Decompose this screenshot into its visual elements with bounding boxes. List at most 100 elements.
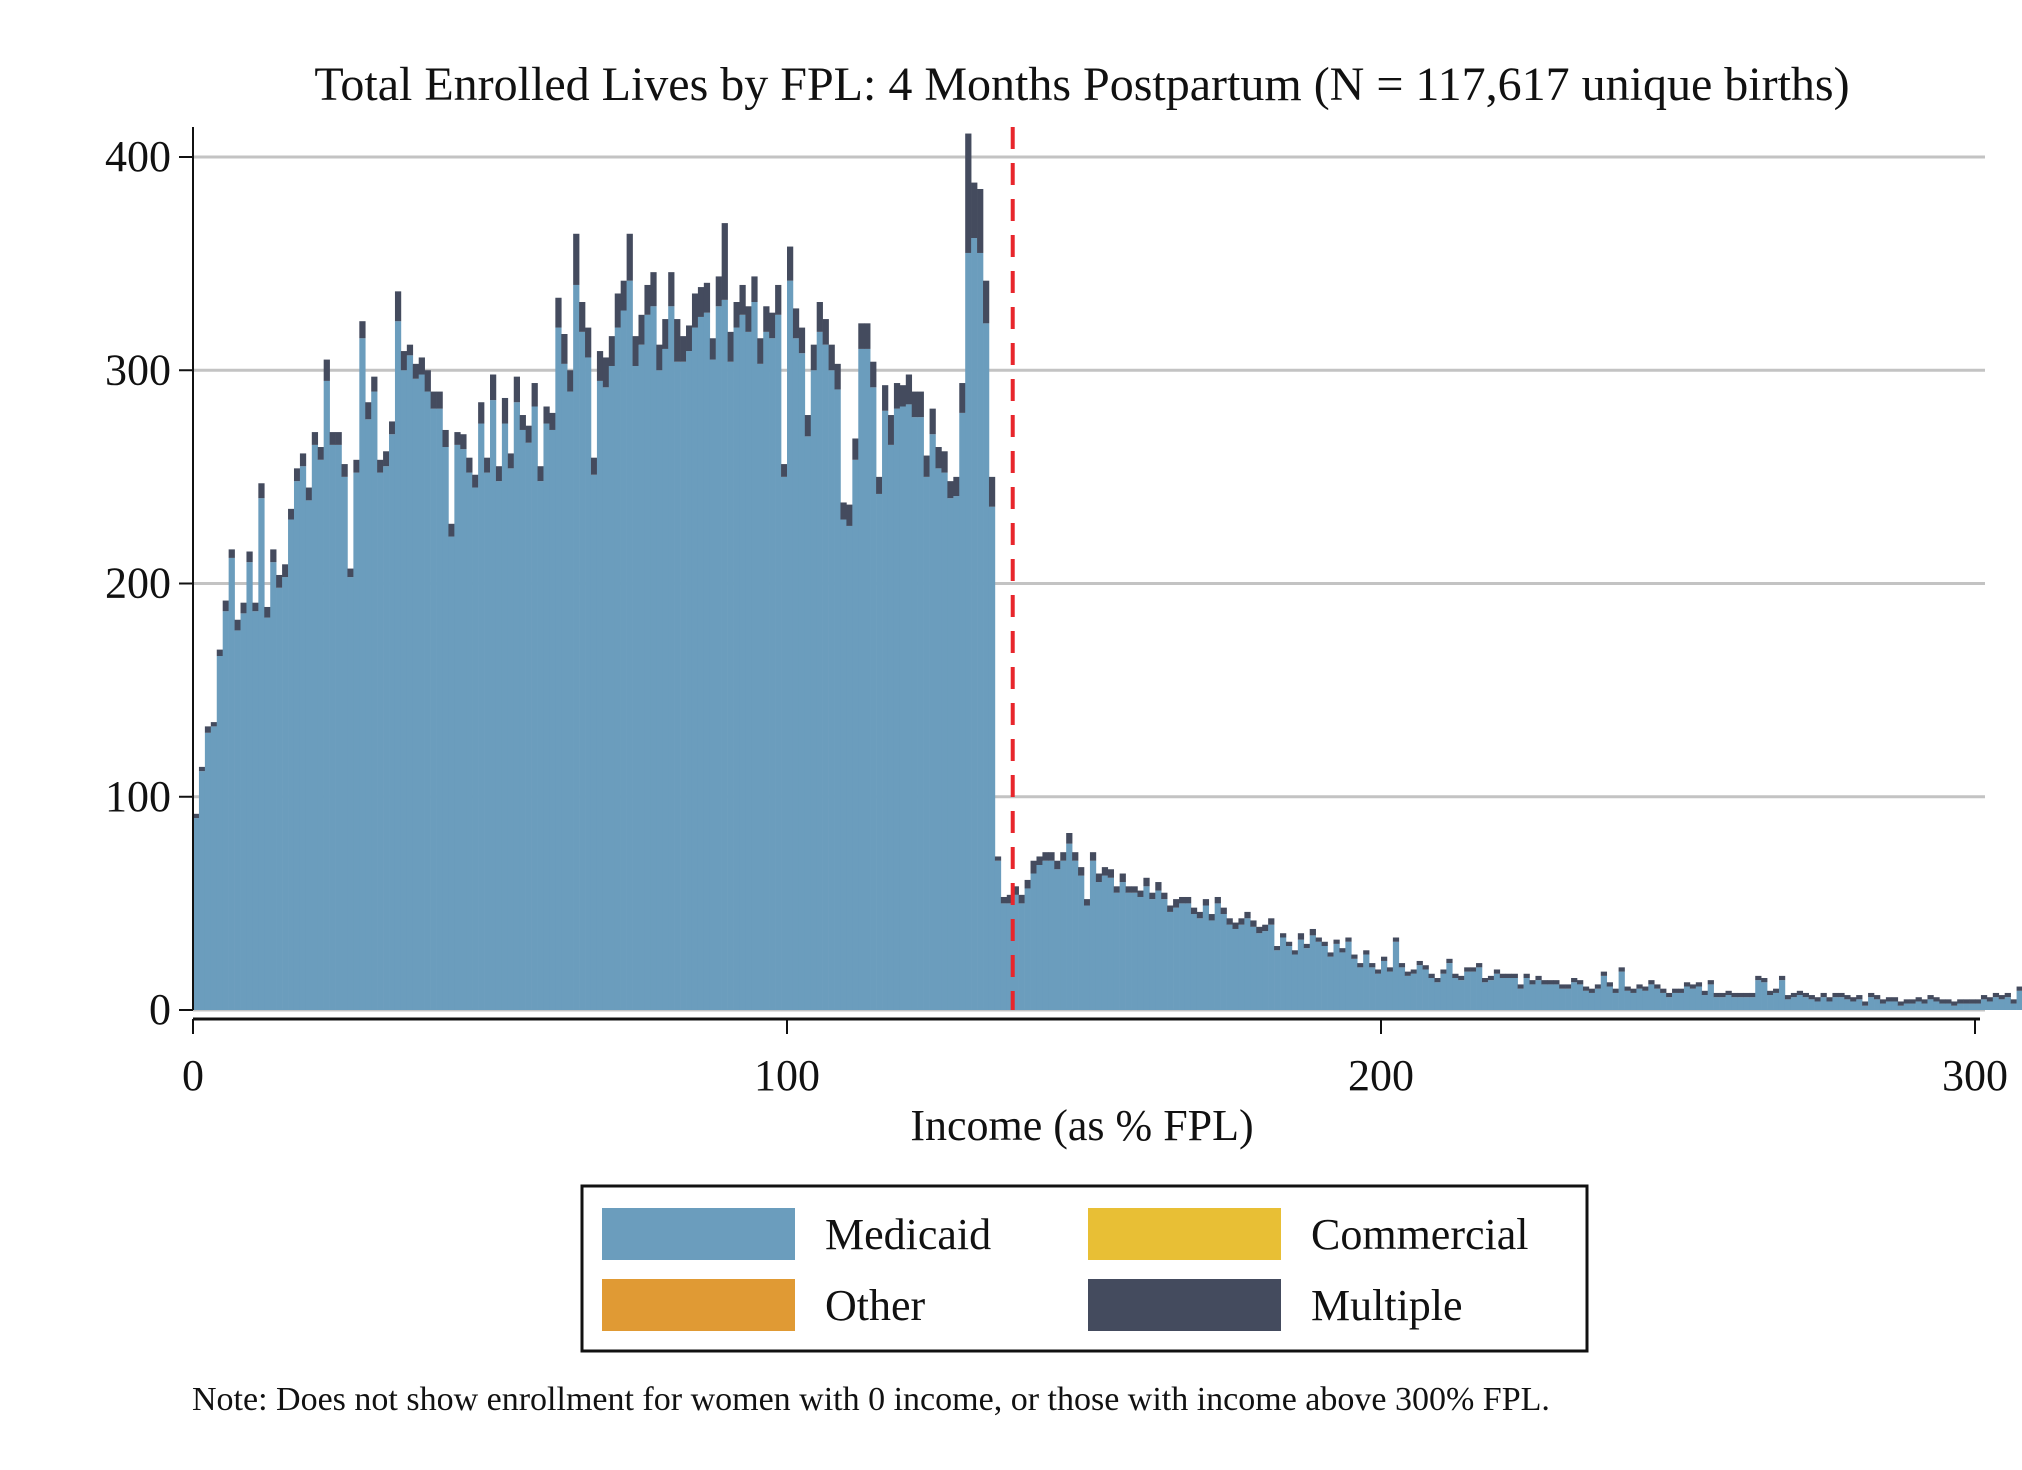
bar-segment [1291, 950, 1299, 955]
bar-segment [1327, 956, 1334, 1010]
bar-segment [804, 436, 812, 1010]
bar-segment [567, 391, 574, 1011]
bar-segment [234, 619, 241, 631]
bar-segment [311, 444, 319, 1010]
bar-segment [602, 357, 610, 388]
bar-segment [1850, 997, 1857, 1002]
bar-segment [1095, 882, 1103, 1010]
bar-segment [1036, 864, 1043, 1010]
bar-segment [1731, 997, 1738, 1010]
bar-segment [1666, 997, 1673, 1010]
bar-segment [1476, 967, 1483, 1010]
bar-segment [258, 498, 265, 1010]
bar-segment [543, 423, 550, 1010]
bar-segment [1078, 875, 1085, 1010]
bar-segment [1648, 984, 1655, 1010]
bar-segment [887, 444, 895, 1010]
bar-segment [1155, 890, 1162, 1010]
bar-segment [264, 617, 271, 1010]
bar-segment [1915, 997, 1922, 1002]
bar-segment [846, 525, 853, 1010]
bar-segment [1072, 852, 1079, 861]
bar-segment [1018, 894, 1025, 904]
bar-segment [1095, 873, 1103, 883]
bar-segment [709, 338, 717, 360]
bar-segment [787, 246, 794, 281]
bar-segment [769, 338, 776, 1010]
bar-segment [329, 444, 336, 1010]
bar-segment [1755, 975, 1762, 981]
bar-segment [1143, 877, 1150, 887]
bar-segment [644, 314, 651, 1010]
bar-segment [389, 434, 396, 1011]
bar-segment [1832, 997, 1839, 1010]
bar-segment [1487, 975, 1495, 981]
bar-segment [1036, 856, 1043, 865]
bar-segment [472, 474, 479, 488]
bar-segment [1529, 984, 1536, 1010]
bar-segment [1980, 995, 1988, 1000]
bar-segment [1440, 973, 1447, 1010]
bar-segment [1416, 965, 1423, 1010]
bar-segment [436, 391, 443, 409]
bar-segment [988, 476, 996, 507]
bar-segment [899, 385, 907, 407]
bar-segment [923, 476, 930, 1011]
bar-segment [495, 481, 503, 1010]
bar-segment [816, 302, 823, 332]
bar-segment [228, 549, 235, 558]
bar-segment [383, 466, 390, 1011]
bar-segment [1410, 969, 1417, 974]
bar-segment [977, 188, 984, 253]
bar-segment [1523, 978, 1530, 1010]
bar-segment [1006, 894, 1014, 904]
bar-segment [929, 408, 936, 435]
bar-segment [1820, 992, 1827, 998]
bar-segment [1862, 1001, 1869, 1006]
bar-segment [466, 457, 473, 473]
bar-segment [893, 408, 901, 1010]
bar-segment [1820, 997, 1827, 1010]
bar-segment [222, 611, 229, 1010]
bar-segment [1773, 992, 1780, 1010]
bar-segment [840, 502, 847, 520]
bar-segment [1339, 952, 1346, 1010]
bar-segment [721, 299, 728, 1010]
bar-segment [1921, 1003, 1928, 1010]
bar-segment [935, 447, 942, 469]
bar-segment [893, 383, 901, 409]
bar-segment [911, 391, 918, 418]
bar-segment [1945, 999, 1952, 1004]
bar-segment [1808, 999, 1815, 1010]
bar-segment [418, 357, 425, 375]
bar-segment [1339, 948, 1346, 953]
bar-segment [864, 348, 871, 1010]
bar-segment [1725, 990, 1732, 996]
legend-label-medicaid: Medicaid [825, 1210, 991, 1259]
bar-segment [686, 351, 693, 1010]
bar-segment [596, 380, 604, 1010]
bar-segment [210, 726, 218, 1010]
bar-segment [834, 363, 841, 390]
bar-segment [965, 133, 972, 253]
bar-segment [947, 481, 954, 499]
bar-segment [781, 476, 788, 1011]
bar-segment [1131, 886, 1138, 893]
bar-segment [751, 302, 758, 1010]
bar-segment [1285, 946, 1293, 1010]
bar-segment [632, 365, 639, 1010]
bar-segment [1672, 988, 1679, 993]
bar-segment [2016, 986, 2022, 991]
bar-segment [1404, 975, 1411, 1010]
bar-segment [1024, 888, 1031, 1010]
bar-segment [1582, 986, 1590, 991]
y-tick-label: 200 [105, 559, 171, 608]
bar-segment [1814, 997, 1821, 1002]
bar-segment [1969, 1003, 1976, 1010]
bar-segment [1553, 984, 1560, 1010]
bar-segment [1238, 924, 1245, 1010]
bar-segment [359, 321, 366, 339]
x-tick-label: 300 [1942, 1051, 2008, 1100]
bar-segment [1743, 997, 1750, 1010]
